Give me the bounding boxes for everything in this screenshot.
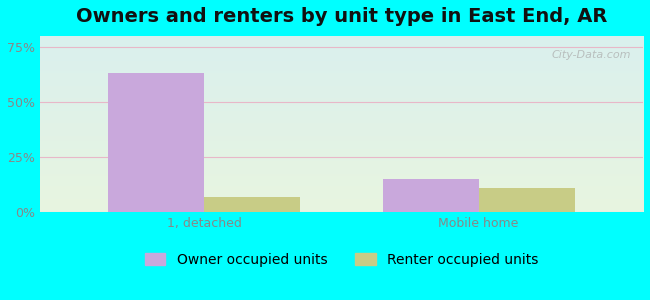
Bar xyxy=(383,179,478,212)
Title: Owners and renters by unit type in East End, AR: Owners and renters by unit type in East … xyxy=(76,7,607,26)
Text: City-Data.com: City-Data.com xyxy=(551,50,631,60)
Legend: Owner occupied units, Renter occupied units: Owner occupied units, Renter occupied un… xyxy=(139,247,544,272)
Bar xyxy=(204,197,300,212)
Bar xyxy=(478,188,575,212)
Bar xyxy=(109,73,204,212)
